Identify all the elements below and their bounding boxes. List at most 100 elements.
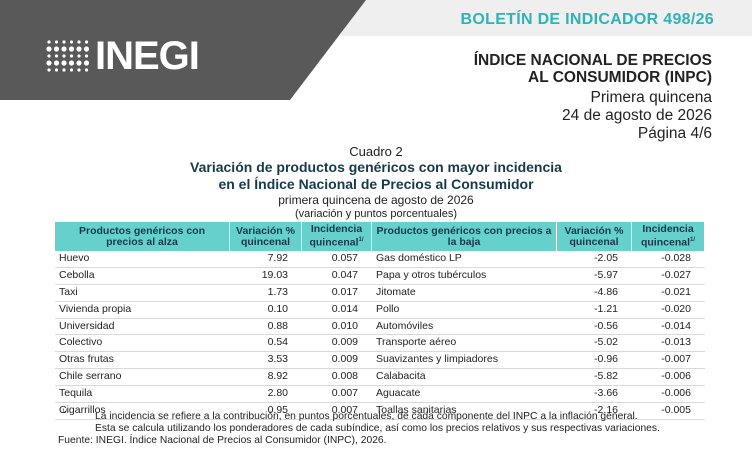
title: AL CONSUMIDOR (INPC) xyxy=(528,69,712,86)
table-cell: -0.006 xyxy=(661,370,691,383)
table-cell: 0.54 xyxy=(267,336,288,349)
table-cell: 1.73 xyxy=(267,285,288,298)
table-cell: Otras frutas xyxy=(59,353,114,366)
table-cell: -5.82 xyxy=(594,370,618,383)
table-cell: 0.009 xyxy=(331,353,358,366)
table-cell: Cebolla xyxy=(59,268,95,281)
table-cell: 19.03 xyxy=(261,268,288,281)
table-cell: 0.007 xyxy=(331,404,358,417)
table-row: Chile serrano 8.92 0.008 Calabacita -5.82 -0.… xyxy=(55,369,705,387)
header-cell: Incidencia quincenal1/ xyxy=(302,222,372,251)
table-cell: -5.02 xyxy=(594,336,618,349)
header-text: Variación % quincenal xyxy=(236,224,295,248)
table-cell: 2.80 xyxy=(267,387,288,400)
table-cell: Jitomate xyxy=(376,285,416,298)
footnote: La incidencia se refiere a la contribuci… xyxy=(95,411,705,435)
title: ÍNDICE NACIONAL DE PRECIOS xyxy=(473,52,712,69)
table-cell: -2.16 xyxy=(594,404,618,417)
table-cell: -0.021 xyxy=(661,285,691,298)
table-cell: Pollo xyxy=(376,302,400,315)
table-row: Cebolla 19.03 0.047 Papa y otros tubérculos… xyxy=(55,268,705,285)
table-cell: Universidad xyxy=(59,319,115,332)
header-text: Incidencia quincenal xyxy=(309,223,363,249)
header-cell-content: Productos genéricos con precios al alza xyxy=(59,224,225,248)
table-cell: -0.027 xyxy=(661,268,691,281)
period: Primera quincena xyxy=(590,89,712,106)
table-cell: 0.047 xyxy=(331,268,358,281)
page-number: Página 4/6 xyxy=(637,125,712,142)
footnote-marker: 1/ xyxy=(62,409,68,415)
header-cell-content: Incidencia quincenal1/ xyxy=(306,224,367,249)
header-cell: Variación % quincenal xyxy=(230,222,302,251)
table: Productos genéricos con precios al alza V… xyxy=(55,222,705,420)
table-cell: 0.88 xyxy=(267,319,288,332)
table-row: Huevo 7.92 0.057 Gas doméstico LP -2.05 -0.02… xyxy=(55,251,705,268)
table-cell: -0.005 xyxy=(661,404,691,417)
table-cell: Vivienda propia xyxy=(59,302,132,315)
header-cell: Incidencia quincenal1/ xyxy=(632,222,705,251)
table-row: Universidad 0.88 0.010 Automóviles -0.56 -0.0… xyxy=(55,319,705,336)
header-cell: Productos genéricos con precios al alza xyxy=(55,222,230,251)
table-row: Tequila 2.80 0.007 Aguacate -3.66 -0.006 xyxy=(55,386,705,404)
header-superscript: 1/ xyxy=(690,237,696,244)
header-cell-content: Incidencia quincenal1/ xyxy=(636,224,700,249)
table-cell: Cigarrillos xyxy=(59,404,106,417)
table-cell: 0.007 xyxy=(331,387,358,400)
header-text: Variación % quincenal xyxy=(564,224,624,248)
table-row: Cigarrillos 0.95 0.007 Toallas sanitarias -2… xyxy=(55,403,705,420)
table-row: Otras frutas 3.53 0.009 Suavizantes y limpi… xyxy=(55,352,705,370)
table-cell: Colectivo xyxy=(59,336,103,349)
header-cell: Variación % quincenal xyxy=(557,222,632,251)
cuadro-title: en el Índice Nacional de Precios al Cons… xyxy=(218,176,534,192)
header-text: Productos genéricos con precios al alza xyxy=(78,224,206,248)
table-cell: Huevo xyxy=(59,252,90,264)
footnote-line: La incidencia se refiere a la contribuci… xyxy=(95,411,638,422)
table-row: Colectivo 0.54 0.009 Transporte aéreo -5.02 -… xyxy=(55,335,705,353)
date: 24 de agosto de 2026 xyxy=(562,107,712,124)
table-cell: Chile serrano xyxy=(59,370,122,383)
table-header: Productos genéricos con precios al alza V… xyxy=(55,222,705,251)
table-cell: 0.008 xyxy=(331,370,358,383)
header-cell-content: Productos genéricos con precios a la baj… xyxy=(376,225,552,248)
table-cell: -5.97 xyxy=(594,268,618,281)
header-cell: Productos genéricos con precios a la baj… xyxy=(372,222,557,251)
table-cell: -3.66 xyxy=(594,387,618,400)
header-cell-content: Variación % quincenal xyxy=(234,224,297,248)
table-cell: -1.21 xyxy=(594,302,618,315)
table-cell: -0.013 xyxy=(661,336,691,349)
table-cell: 0.95 xyxy=(267,404,288,417)
table-cell: Gas doméstico LP xyxy=(376,252,462,264)
table-cell: Suavizantes y limpiadores xyxy=(376,353,498,366)
table-cell: Taxi xyxy=(59,285,78,298)
table-cell: Aguacate xyxy=(376,387,421,400)
table-cell: -0.007 xyxy=(661,353,691,366)
table-cell: Calabacita xyxy=(376,370,426,383)
banner xyxy=(0,0,752,100)
table-cell: -0.020 xyxy=(661,302,691,315)
header-superscript: 1/ xyxy=(358,237,364,244)
table-cell: -0.014 xyxy=(661,319,691,332)
logo: INEGI xyxy=(95,34,200,78)
table-cell: -0.96 xyxy=(594,353,618,366)
header-cell-content: Variación % quincenal xyxy=(561,224,627,248)
table-cell: Automóviles xyxy=(376,319,434,332)
table-cell: 7.92 xyxy=(267,252,288,264)
table-cell: 8.92 xyxy=(267,370,288,383)
cuadro-title: Variación de productos genéricos con may… xyxy=(190,159,562,175)
table-cell: 0.057 xyxy=(331,252,358,264)
table-cell: 0.010 xyxy=(331,319,358,332)
table-cell: 0.014 xyxy=(331,302,358,315)
table-cell: Papa y otros tubérculos xyxy=(376,268,487,281)
header-text: Incidencia quincenal xyxy=(640,223,694,249)
table-cell: -2.05 xyxy=(594,252,618,264)
table-cell: -0.028 xyxy=(661,252,691,264)
table-cell: 0.009 xyxy=(331,336,358,349)
table-cell: -0.56 xyxy=(594,319,618,332)
cuadro-label: Cuadro 2 xyxy=(349,144,403,159)
table-cell: Transporte aéreo xyxy=(376,336,457,349)
source: Fuente: INEGI. Índice Nacional de Precio… xyxy=(58,435,387,446)
table-cell: 0.10 xyxy=(267,302,288,315)
table-row: Taxi 1.73 0.017 Jitomate -4.86 -0.021 xyxy=(55,285,705,302)
bulletin: BOLETÍN DE INDICADOR 498/26 xyxy=(460,11,714,28)
